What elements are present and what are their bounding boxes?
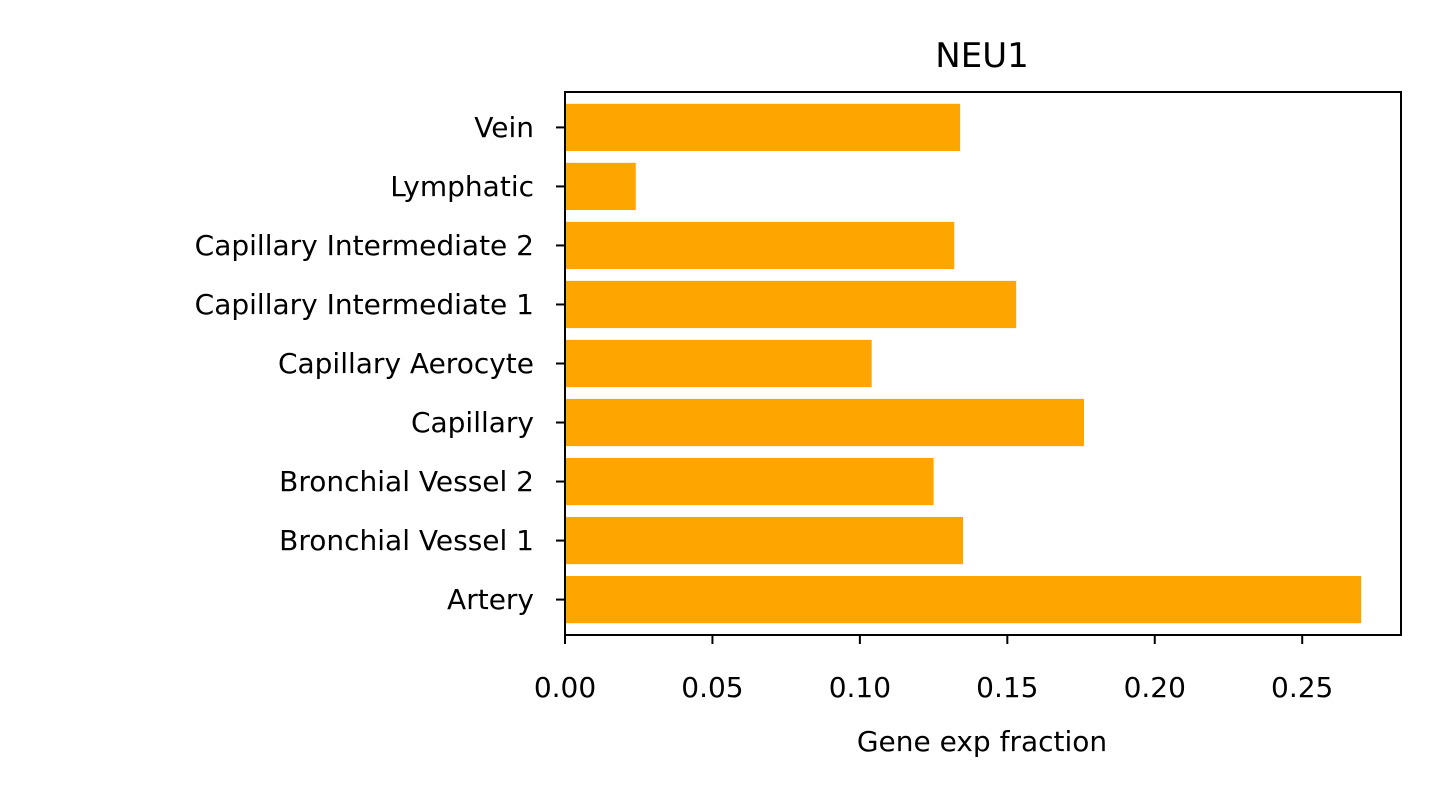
x-tick-label: 0.15 [976,671,1038,704]
x-tick-label: 0.10 [829,671,891,704]
bars-layer [565,103,1362,624]
y-tick-label: Capillary Aerocyte [278,347,534,380]
plot-frame [564,91,1402,636]
y-tick-label: Capillary [411,406,534,439]
bar-bronchial-vessel-2 [565,457,934,506]
chart-title: NEU1 [935,36,1028,76]
bar-capillary-aerocyte [565,339,872,388]
y-tick-label: Bronchial Vessel 1 [279,524,534,557]
y-tick-label: Bronchial Vessel 2 [279,465,534,498]
x-tick-label: 0.00 [534,671,596,704]
bar-vein [565,103,961,152]
y-tick-label: Lymphatic [390,170,534,203]
x-axis: 0.00 0.05 0.10 0.15 0.20 0.25 [534,635,1333,704]
x-tick-label: 0.25 [1271,671,1333,704]
bar-capillary [565,398,1084,447]
y-tick-label: Artery [447,583,534,616]
bar-artery [565,575,1362,624]
y-tick-label: Capillary Intermediate 2 [195,229,534,262]
y-axis: Artery Bronchial Vessel 1 Bronchial Vessel… [195,111,565,616]
bar-bronchial-vessel-1 [565,516,964,565]
y-tick-label: Capillary Intermediate 1 [195,288,534,321]
bar-capillary-intermediate-2 [565,221,955,270]
x-tick-label: 0.05 [681,671,743,704]
x-axis-label: Gene exp fraction [857,725,1107,758]
bar-capillary-intermediate-1 [565,280,1017,329]
bar-lymphatic [565,162,636,211]
x-tick-label: 0.20 [1124,671,1186,704]
y-tick-label: Vein [474,111,534,144]
